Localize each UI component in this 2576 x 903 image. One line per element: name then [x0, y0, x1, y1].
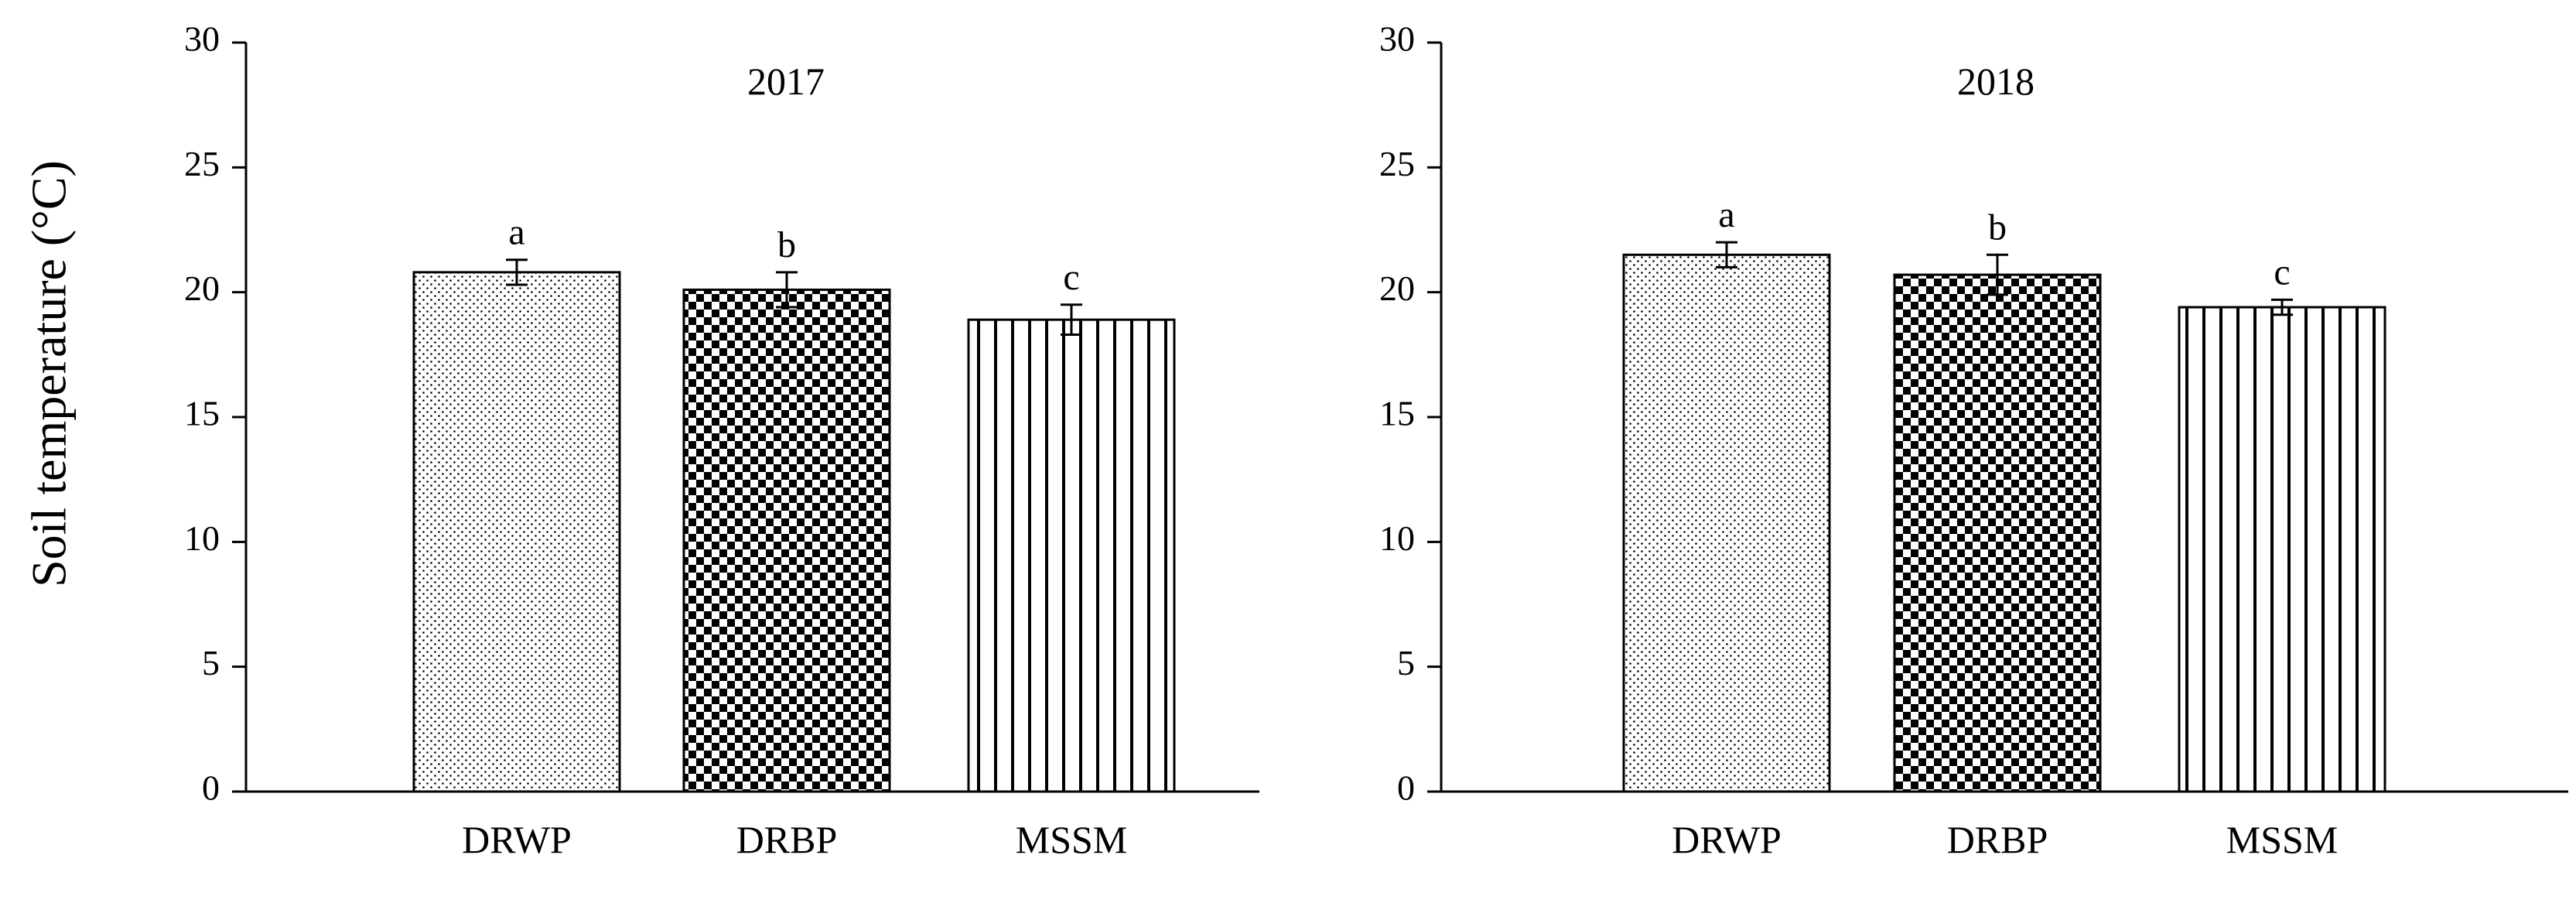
- chart-panel-2018: 0 5 10 15 20 25 30 2018 a DRWP b DRBP c MSSM: [1379, 19, 2568, 861]
- y-tick-label: 5: [202, 643, 220, 682]
- bar-drwp-2018: [1622, 253, 1831, 793]
- significance-label-mssm-2017: c: [1063, 257, 1079, 298]
- y-tick-label: 0: [1397, 768, 1415, 808]
- x-category-label-drwp: DRWP: [462, 818, 572, 861]
- y-tick-label: 30: [1379, 19, 1415, 59]
- significance-label-drwp-2017: a: [508, 212, 524, 253]
- significance-label-drbp-2017: b: [777, 224, 796, 265]
- bar-drbp-2018: [1893, 273, 2102, 793]
- x-category-label-drbp: DRBP: [736, 818, 838, 861]
- significance-label-mssm-2018: c: [2274, 251, 2290, 292]
- y-tick-label: 15: [1379, 394, 1415, 433]
- y-tick-label: 0: [202, 768, 220, 808]
- x-category-label-drwp: DRWP: [1672, 818, 1782, 861]
- y-tick-label: 5: [1397, 643, 1415, 682]
- significance-label-drbp-2018: b: [1988, 207, 2007, 248]
- x-category-label-mssm: MSSM: [1016, 818, 1128, 861]
- y-tick-label: 30: [184, 19, 220, 59]
- x-category-label-mssm: MSSM: [2226, 818, 2339, 861]
- y-tick-label: 25: [184, 144, 220, 183]
- bar-mssm-2018: [2178, 306, 2386, 793]
- bar-mssm-2017: [967, 318, 1176, 793]
- y-tick-label: 10: [184, 518, 220, 558]
- y-tick-label: 20: [184, 269, 220, 308]
- significance-label-drwp-2018: a: [1718, 194, 1734, 235]
- chart-panel-2017: 0 5 10 15 20 25 30 2017 a DRWP b DRBP c MSSM: [184, 19, 1259, 861]
- y-tick-label: 20: [1379, 269, 1415, 308]
- y-tick-label: 25: [1379, 144, 1415, 183]
- bar-drbp-2017: [682, 288, 891, 793]
- y-tick-label: 10: [1379, 518, 1415, 558]
- y-tick-label: 15: [184, 394, 220, 433]
- y-axis-title: Soil temperature (°C): [22, 160, 77, 587]
- panel-title-2017: 2017: [747, 60, 825, 103]
- x-category-label-drbp: DRBP: [1947, 818, 2048, 861]
- panel-title-2018: 2018: [1957, 60, 2034, 103]
- bar-drwp-2017: [412, 271, 621, 793]
